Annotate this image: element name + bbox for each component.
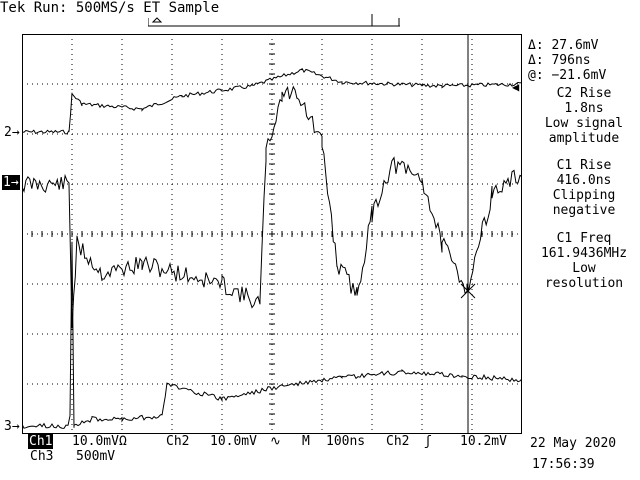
meas3-note: Low: [572, 261, 596, 276]
meas1-value: 1.8ns: [564, 101, 604, 116]
arrow-right-icon: →: [11, 125, 20, 140]
arrow-right-icon: →: [11, 419, 20, 434]
delta-voltage-readout: Δ: 27.6mV: [528, 38, 599, 53]
meas3-note2: resolution: [544, 276, 624, 291]
meas3-value: 161.9436MHz: [540, 246, 628, 261]
bandwidth-limit-icon: ∿: [270, 434, 281, 449]
graticule-center-ticks: [22, 34, 522, 434]
trigger-slope-icon: ʃ: [424, 434, 432, 449]
cursor-voltage-readout: @: −21.6mV: [528, 68, 607, 83]
ch3-scale: 500mV: [76, 449, 116, 464]
timebase-label: M: [302, 434, 310, 449]
ch1-label[interactable]: Ch1: [28, 434, 54, 449]
timebase-scale[interactable]: 100ns: [326, 434, 366, 449]
trigger-position-marker: [151, 17, 163, 23]
ch1-marker-label: 1→: [2, 175, 20, 190]
cursor-x-marker: [460, 283, 476, 299]
meas2-title: C1 Rise: [556, 158, 612, 173]
ref-marker-left-arrow-icon: ◀: [512, 80, 520, 94]
acquisition-status: Tek Run: 500MS/s ET Sample: [0, 0, 220, 16]
ch3-label[interactable]: Ch3: [30, 449, 54, 464]
date-readout: 22 May 2020: [530, 436, 617, 451]
trigger-source[interactable]: Ch2: [386, 434, 410, 449]
ch1-scale: 10.0mVΩ: [72, 434, 127, 449]
ch2-label[interactable]: Ch2: [166, 434, 190, 449]
arrow-right-icon: →: [10, 175, 19, 190]
delta-time-readout: Δ: 796ns: [528, 53, 591, 68]
meas2-value: 416.0ns: [556, 173, 612, 188]
meas1-note2: amplitude: [548, 131, 620, 146]
meas1-note: Low signal: [544, 116, 624, 131]
ch2-waveform: [22, 68, 522, 135]
ch2-marker[interactable]: 2→: [4, 125, 20, 140]
ch3-waveform: [22, 241, 522, 429]
time-readout: 17:56:39: [532, 457, 595, 472]
meas2-note: Clipping: [552, 188, 616, 203]
trigger-position-bar[interactable]: [148, 14, 400, 28]
meas3-title: C1 Freq: [556, 231, 612, 246]
ch1-waveform: [22, 85, 522, 329]
meas1-title: C2 Rise: [556, 86, 612, 101]
ch3-marker[interactable]: 3→: [4, 419, 20, 434]
ch1-marker[interactable]: 1→: [2, 175, 20, 190]
trigger-level: 10.2mV: [460, 434, 507, 449]
meas2-note2: negative: [552, 203, 616, 218]
scope-screen[interactable]: [22, 34, 522, 434]
ch2-scale: 10.0mV: [210, 434, 257, 449]
